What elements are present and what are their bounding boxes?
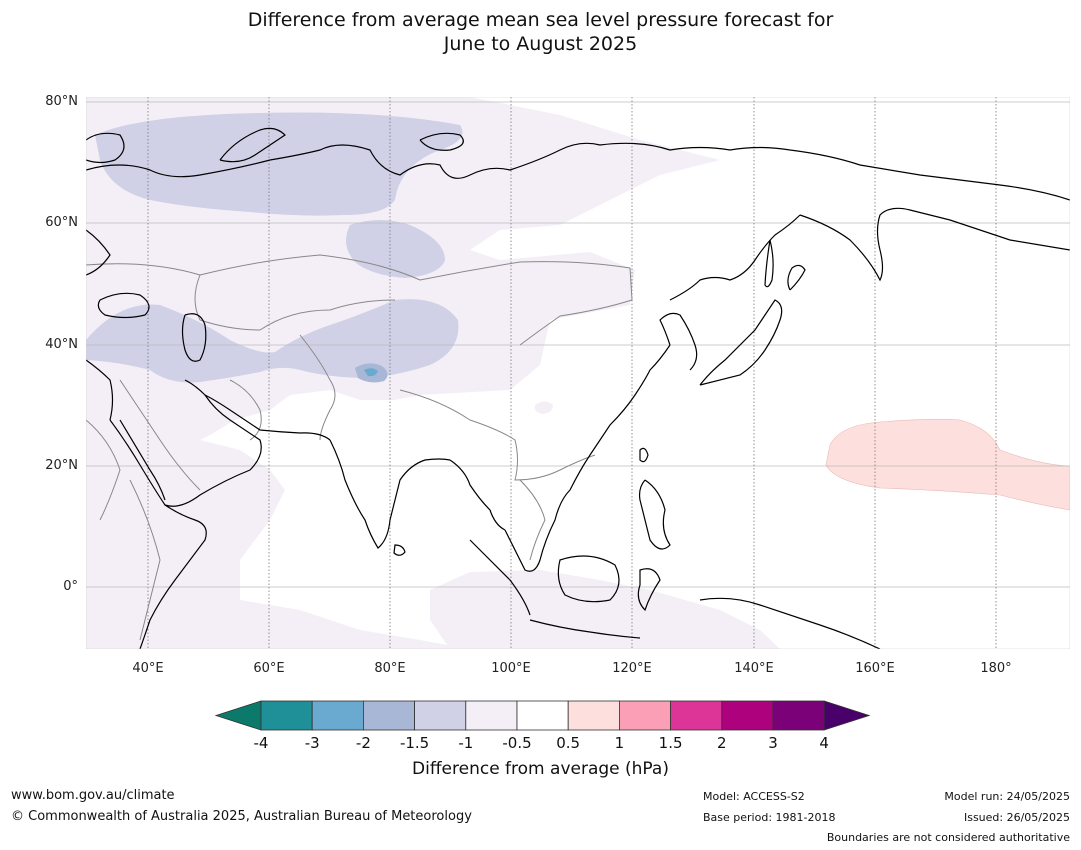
map-title: Difference from average mean sea level p… [0, 8, 1081, 56]
colorbar-segment [260, 700, 313, 731]
colorbar-tick-label: -1.5 [399, 734, 430, 752]
colorbar-tick-label: 0.5 [556, 734, 581, 752]
forecast-map [86, 97, 1070, 649]
lon-label-120e: 120°E [612, 661, 652, 676]
colorbar-extend-low [214, 700, 262, 731]
colorbar-tick-label: -0.5 [502, 734, 532, 752]
colorbar-segment [414, 700, 467, 731]
colorbar-segment [670, 700, 723, 731]
colorbar-tick-label: 4 [819, 734, 829, 752]
lon-label-160e: 160°E [855, 661, 895, 676]
colorbar-segment [721, 700, 774, 731]
country-borders [86, 254, 633, 641]
lon-label-80e: 80°E [374, 661, 406, 676]
footer-website: www.bom.gov.au/climate [11, 788, 175, 803]
coastlines [86, 127, 1070, 649]
colorbar-tick-label: 3 [768, 734, 778, 752]
colorbar-segment [567, 700, 620, 731]
colorbar-segment [619, 700, 672, 731]
lon-label-100e: 100°E [491, 661, 531, 676]
anomaly-region-light-lilac-blob [534, 401, 553, 414]
colorbar [214, 700, 871, 731]
anomaly-region-periwinkle-north [95, 112, 463, 216]
anomaly-spot-blue [364, 368, 378, 377]
colorbar-extend-high [823, 700, 871, 731]
colorbar-tick-label: 1.5 [658, 734, 683, 752]
lon-gridlines [147, 97, 997, 649]
colorbar-title: Difference from average (hPa) [412, 759, 669, 779]
footer-issued: Issued: 26/05/2025 [963, 811, 1070, 824]
lat-label-40n: 40°N [45, 337, 78, 352]
anomaly-region-periwinkle-west [86, 299, 459, 383]
lon-label-180: 180° [980, 661, 1012, 676]
footer-model-run: Model run: 24/05/2025 [944, 790, 1070, 803]
colorbar-segment [772, 700, 825, 731]
footer-model: Model: ACCESS-S2 [703, 790, 805, 803]
footer-copyright: © Commonwealth of Australia 2025, Austra… [11, 809, 472, 824]
colorbar-segment [465, 700, 518, 731]
colorbar-tick-label: -3 [304, 734, 320, 752]
lat-label-60n: 60°N [45, 215, 78, 230]
lon-label-60e: 60°E [253, 661, 285, 676]
anomaly-region-pink-pacific [825, 419, 1070, 511]
colorbar-tick-label: 2 [717, 734, 727, 752]
colorbar-tick-label: -2 [355, 734, 371, 752]
lat-label-20n: 20°N [45, 458, 78, 473]
lat-gridlines [86, 101, 1070, 588]
lon-label-140e: 140°E [734, 661, 774, 676]
footer-base-period: Base period: 1981-2018 [703, 811, 836, 824]
colorbar-segment [362, 700, 415, 731]
title-line-2: June to August 2025 [443, 33, 638, 55]
lat-label-80n: 80°N [45, 94, 78, 109]
anomaly-region-light-lilac [86, 97, 720, 649]
colorbar-tick-label: -1 [458, 734, 474, 752]
title-line-1: Difference from average mean sea level p… [247, 9, 834, 31]
colorbar-segment [311, 700, 364, 731]
colorbar-tick-label: 1 [614, 734, 625, 752]
lon-label-40e: 40°E [132, 661, 164, 676]
footer-boundaries-note: Boundaries are not considered authoritat… [826, 831, 1070, 844]
colorbar-segment [516, 700, 569, 731]
colorbar-tick-label: -4 [253, 734, 269, 752]
lat-label-0: 0° [63, 579, 78, 594]
